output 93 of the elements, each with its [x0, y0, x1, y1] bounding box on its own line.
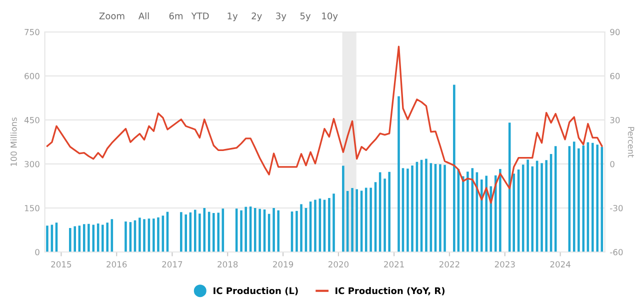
bar: [545, 160, 548, 252]
line-series: [46, 46, 603, 204]
bar: [342, 166, 344, 252]
bar: [494, 175, 497, 252]
y2-axis-title: Percent: [628, 127, 634, 158]
bar: [277, 210, 280, 252]
legend-label: IC Production (L): [214, 287, 298, 296]
bar: [332, 194, 335, 252]
y2-tick-label: 60: [610, 72, 620, 80]
y-tick-label: 150: [24, 204, 40, 212]
bar: [531, 166, 534, 252]
bar: [398, 96, 400, 252]
y-tick-label: 600: [24, 72, 40, 80]
bar: [69, 228, 72, 252]
bar: [244, 206, 247, 252]
x-tick-label: 2022: [439, 261, 460, 268]
x-tick-label: 2020: [328, 261, 349, 268]
bar: [439, 164, 442, 252]
x-tick-label: 2024: [550, 261, 570, 268]
y-tick-label: 0: [35, 248, 40, 256]
x-tick-label: 2017: [162, 261, 182, 268]
y2-tick-label: -30: [610, 204, 623, 212]
bar: [180, 212, 182, 252]
bar: [499, 168, 502, 252]
bar: [212, 212, 215, 252]
bar: [462, 176, 464, 252]
bar: [328, 198, 330, 252]
bar: [411, 165, 414, 252]
x-tick-label: 2019: [273, 261, 294, 268]
bar: [351, 188, 354, 252]
x-tick-label: 2023: [494, 261, 515, 268]
bar: [572, 142, 576, 252]
y-tick-label: 300: [24, 160, 40, 168]
bar: [184, 214, 187, 252]
bar: [540, 163, 543, 252]
x-tick-label: 2015: [51, 261, 72, 268]
bar: [384, 178, 386, 252]
y2-tick-label: 90: [610, 28, 620, 36]
bar: [194, 210, 196, 252]
bar: [592, 142, 594, 252]
bar: [356, 189, 358, 252]
y-tick-label: 450: [24, 116, 40, 124]
bar: [425, 158, 428, 252]
text: 2y: [252, 12, 262, 22]
bar: [102, 224, 104, 252]
bar: [143, 219, 146, 252]
bar: [258, 208, 261, 252]
bar: [272, 208, 275, 252]
bar: [466, 172, 469, 252]
bar: [152, 218, 155, 252]
text: All: [138, 12, 149, 20]
bar: [157, 217, 160, 252]
bar: [526, 160, 529, 252]
bar: [240, 210, 242, 252]
y2-tick-label: -60: [610, 248, 623, 256]
bar: [106, 222, 108, 252]
text: 1y: [228, 12, 238, 22]
bar: [512, 174, 515, 252]
y2-tick-label: 30: [610, 116, 620, 124]
bar: [578, 148, 580, 252]
bar: [485, 176, 488, 252]
y-axis-title: 100 Millions: [10, 118, 17, 166]
bar: [138, 218, 141, 252]
bar: [406, 168, 409, 252]
bar: [46, 226, 48, 252]
y2-tick-label: 0: [610, 160, 614, 168]
bar: [124, 221, 127, 252]
bar: [88, 224, 90, 252]
bar: [370, 188, 372, 252]
text: Zoom: [99, 12, 124, 20]
text: 5y: [300, 12, 311, 22]
bar: [314, 200, 316, 252]
bar: [82, 224, 86, 252]
bar: [388, 172, 390, 252]
legend-label: IC Production (YoY, R): [336, 287, 444, 296]
bar: [453, 84, 456, 252]
bar: [296, 210, 298, 252]
text: 6m: [169, 12, 183, 20]
text: YTD: [191, 12, 209, 20]
x-tick-label: 2016: [106, 261, 127, 268]
bar: [444, 164, 446, 252]
bar: [480, 180, 483, 252]
bar: [74, 226, 76, 252]
bar: [217, 212, 220, 252]
text: 3y: [276, 12, 286, 22]
x-tick-label: 2021: [384, 261, 404, 268]
text: 10y: [322, 12, 338, 22]
bar: [300, 204, 302, 252]
bar: [596, 144, 598, 252]
bar: [203, 208, 206, 252]
bar: [198, 214, 201, 252]
x-tick-label: 2018: [218, 261, 238, 268]
y-tick-label: 750: [24, 28, 40, 36]
